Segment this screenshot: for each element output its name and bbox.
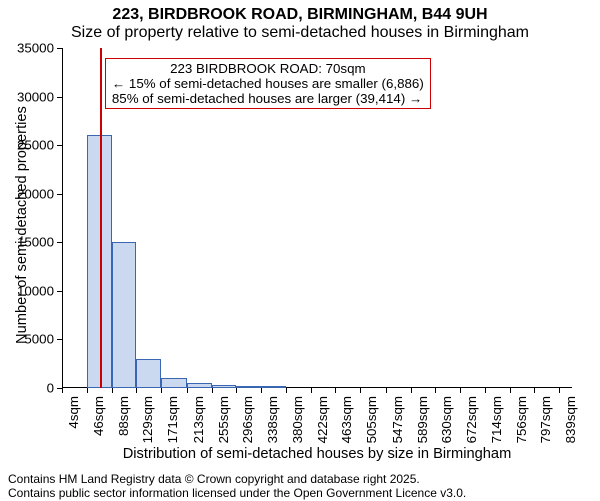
x-tick-label: 46sqm [91,396,106,436]
x-tick-label: 213sqm [191,396,206,443]
x-tick-label: 338sqm [265,396,280,443]
y-tick [57,97,62,98]
x-tick-label: 380sqm [290,396,305,443]
x-tick-label: 255sqm [216,396,231,443]
y-tick [57,242,62,243]
histogram-bar [261,386,286,388]
x-tick-label: 756sqm [514,396,529,443]
x-tick [261,388,262,393]
plot-area: 223 BIRDBROOK ROAD: 70sqm← 15% of semi-d… [62,48,572,388]
y-tick-label: 35000 [14,41,54,56]
x-tick-label: 422sqm [315,396,330,443]
x-tick [311,388,312,393]
x-tick-label: 714sqm [489,396,504,443]
y-tick [57,194,62,195]
y-tick [57,339,62,340]
x-tick-label: 672sqm [464,396,479,443]
x-tick-label: 589sqm [415,396,430,443]
chart-title-line2: Size of property relative to semi-detach… [0,24,600,42]
x-tick [286,388,287,393]
x-tick [161,388,162,393]
annotation-line-0: 223 BIRDBROOK ROAD: 70sqm [112,61,424,76]
y-tick [57,145,62,146]
histogram-bar [161,378,186,388]
chart-area: 223 BIRDBROOK ROAD: 70sqm← 15% of semi-d… [62,48,572,388]
footer-line1: Contains HM Land Registry data © Crown c… [8,472,466,486]
y-tick-label: 30000 [14,89,54,104]
x-tick [435,388,436,393]
x-tick-label: 88sqm [116,396,131,436]
annotation-line-2: 85% of semi-detached houses are larger (… [112,91,424,106]
x-tick-label: 463sqm [339,396,354,443]
x-tick [112,388,113,393]
x-tick [136,388,137,393]
x-tick [236,388,237,393]
x-tick [360,388,361,393]
x-tick [187,388,188,393]
x-tick-label: 630sqm [439,396,454,443]
x-tick [534,388,535,393]
x-tick [386,388,387,393]
x-tick-label: 4sqm [66,396,81,429]
x-tick [87,388,88,393]
x-tick-label: 129sqm [140,396,155,443]
chart-title-block: 223, BIRDBROOK ROAD, BIRMINGHAM, B44 9UH… [0,0,600,42]
x-tick-label: 505sqm [364,396,379,443]
footer-line2: Contains public sector information licen… [8,486,466,500]
x-tick [510,388,511,393]
x-tick-label: 797sqm [538,396,553,443]
annotation-box: 223 BIRDBROOK ROAD: 70sqm← 15% of semi-d… [105,58,431,109]
y-tick-label: 0 [14,381,54,396]
x-tick [62,388,63,393]
chart-footer: Contains HM Land Registry data © Crown c… [8,472,466,501]
x-tick [411,388,412,393]
chart-title-line1: 223, BIRDBROOK ROAD, BIRMINGHAM, B44 9UH [0,6,600,24]
x-tick-label: 547sqm [390,396,405,443]
y-tick [57,291,62,292]
x-tick [485,388,486,393]
x-tick-label: 171sqm [165,396,180,443]
histogram-bar [212,385,236,388]
x-tick [212,388,213,393]
histogram-bar [112,242,136,388]
y-tick [57,48,62,49]
x-tick [335,388,336,393]
histogram-bar [187,383,212,388]
x-tick-label: 839sqm [563,396,578,443]
histogram-bar [136,359,161,388]
annotation-line-1: ← 15% of semi-detached houses are smalle… [112,76,424,91]
histogram-bar [236,386,261,388]
x-axis-title: Distribution of semi-detached houses by … [62,446,572,462]
x-tick-label: 296sqm [240,396,255,443]
property-size-marker [100,48,102,388]
y-axis-line [62,48,63,388]
x-tick [460,388,461,393]
x-tick [559,388,560,393]
y-axis-title: Number of semi-detached properties [14,106,30,344]
